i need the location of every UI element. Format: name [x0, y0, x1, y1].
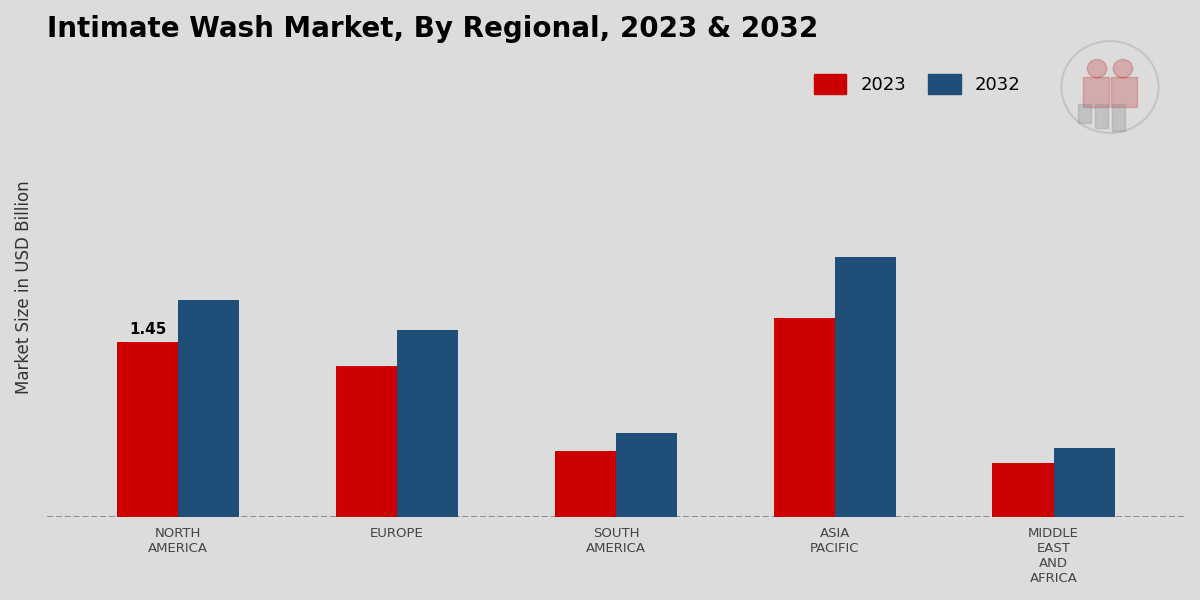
Bar [1054, 448, 1115, 517]
Bar [116, 342, 179, 517]
Bar [336, 366, 397, 517]
Text: 1.45: 1.45 [128, 322, 167, 337]
Bar [1094, 104, 1108, 128]
Circle shape [1087, 59, 1106, 78]
Bar [1112, 104, 1126, 131]
Y-axis label: Market Size in USD Billion: Market Size in USD Billion [14, 181, 34, 394]
Bar [179, 299, 240, 517]
Bar [1084, 77, 1109, 107]
Bar [992, 463, 1054, 517]
Bar [774, 318, 835, 517]
Bar [1111, 77, 1138, 107]
Legend: 2023, 2032: 2023, 2032 [806, 67, 1028, 101]
Bar [616, 433, 677, 517]
Circle shape [1114, 59, 1133, 78]
Bar [1078, 104, 1091, 122]
Bar [835, 257, 896, 517]
Bar [554, 451, 616, 517]
Bar [397, 330, 458, 517]
Text: Intimate Wash Market, By Regional, 2023 & 2032: Intimate Wash Market, By Regional, 2023 … [47, 15, 818, 43]
